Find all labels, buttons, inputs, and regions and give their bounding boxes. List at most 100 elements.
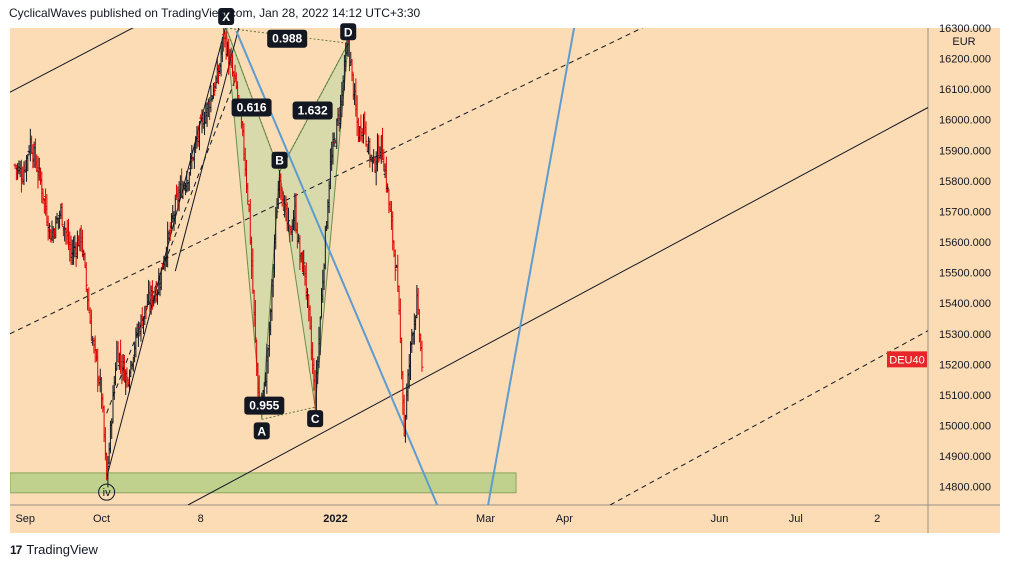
- ohlc-bar: [197, 121, 201, 151]
- ratio-label: 0.988: [267, 29, 308, 48]
- y-tick-label: 16000.000: [939, 115, 991, 127]
- y-tick-label: 15800.000: [939, 176, 991, 188]
- ratio-text: 0.988: [272, 32, 302, 46]
- trendline-4: [106, 76, 237, 414]
- ohlc-bar: [60, 202, 64, 226]
- publish-header: CyclicalWaves published on TradingView.c…: [9, 6, 421, 20]
- x-tick-label: Sep: [15, 513, 35, 525]
- ohlc-bar: [393, 249, 397, 281]
- time-axis-background: [10, 505, 1000, 533]
- y-tick-label: 15300.000: [939, 329, 991, 341]
- trendline-1: [10, 28, 134, 93]
- ohlc-bar: [125, 367, 129, 388]
- ratio-label: 0.955: [244, 396, 285, 415]
- y-tick-label: 15100.000: [939, 390, 991, 402]
- y-tick-label: 16100.000: [939, 84, 991, 96]
- y-tick-label: 15600.000: [939, 237, 991, 249]
- ohlc-bar: [420, 340, 424, 372]
- y-tick-label: 15500.000: [939, 268, 991, 280]
- ohlc-bar: [377, 134, 381, 163]
- symbol-badge-bg: [887, 351, 927, 368]
- ohlc-bar: [173, 195, 177, 225]
- pattern-point-label: A: [257, 424, 266, 438]
- y-tick-label: 15200.000: [939, 359, 991, 371]
- ohlc-bar: [168, 222, 172, 242]
- pattern-point-label: D: [344, 25, 353, 39]
- ohlc-bar: [302, 249, 306, 276]
- ohlc-bar: [47, 222, 51, 239]
- pattern-point-label: C: [311, 412, 320, 426]
- currency-label: EUR: [945, 32, 983, 50]
- y-tick-label: 14900.000: [939, 451, 991, 463]
- ohlc-bar: [253, 299, 257, 343]
- y-tick-label: 15900.000: [939, 145, 991, 157]
- x-tick-label: Oct: [93, 513, 110, 525]
- tradingview-footer[interactable]: 17 TradingView: [10, 542, 98, 557]
- wave-text: iv: [103, 487, 111, 499]
- wave-circle: [98, 483, 116, 501]
- wave-label: iv: [98, 483, 116, 501]
- y-tick-label: 14800.000: [939, 482, 991, 494]
- x-tick-label: 2022: [323, 513, 347, 525]
- ohlc-bar: [185, 170, 189, 193]
- ratio-badge: [231, 98, 272, 117]
- pattern-point-label: B: [275, 154, 284, 168]
- ohlc-bar: [369, 154, 373, 163]
- ratio-label: 1.632: [292, 101, 333, 120]
- plot-background: [10, 28, 928, 505]
- ohlc-bar: [386, 183, 390, 193]
- currency-label-bg: [945, 32, 983, 50]
- pattern-point-badge: [340, 23, 357, 41]
- ratio-badge: [267, 29, 308, 48]
- pattern-point-x: X: [218, 8, 235, 25]
- ohlc-bar: [372, 149, 376, 164]
- ohlc-bar: [213, 82, 217, 96]
- x-tick-label: Jun: [711, 513, 729, 525]
- symbol-badge-text: DEU40: [889, 354, 924, 366]
- ratio-text: 0.955: [249, 399, 279, 413]
- ratio-label: 0.616: [231, 98, 272, 117]
- pattern-point-badge: [253, 422, 270, 440]
- ohlc-bar: [246, 182, 250, 205]
- pattern-point-c: C: [307, 410, 324, 428]
- ohlc-bar: [318, 316, 322, 356]
- ratio-text: 1.632: [298, 104, 328, 118]
- x-tick-label: Mar: [476, 513, 495, 525]
- ratio-text: 0.616: [237, 101, 267, 115]
- x-tick-label: 8: [198, 513, 204, 525]
- ohlc-bar: [227, 38, 231, 75]
- ohlc-bar: [49, 229, 53, 243]
- ratio-badge: [292, 101, 333, 120]
- ohlc-bar: [364, 121, 368, 147]
- trendline-5: [10, 28, 644, 335]
- ohlc-bar: [129, 360, 133, 378]
- trendline-7: [187, 107, 928, 505]
- currency-label-text: EUR: [952, 36, 975, 48]
- ohlc-bar: [332, 132, 336, 147]
- pattern-point-badge: [271, 151, 288, 169]
- price-axis-background: [928, 28, 1000, 505]
- y-tick-label: 15700.000: [939, 206, 991, 218]
- x-tick-label: Jul: [789, 513, 803, 525]
- pattern-point-d: D: [340, 23, 357, 41]
- ohlc-bar: [350, 59, 354, 82]
- x-tick-label: 2: [874, 513, 880, 525]
- trendline-3: [174, 28, 240, 272]
- pattern-point-badge: [218, 8, 235, 25]
- tradingview-logo-icon: 17: [10, 542, 22, 557]
- pattern-point-badge: [307, 410, 324, 428]
- ohlc-bar: [114, 362, 118, 386]
- ohlc-bar: [144, 305, 148, 319]
- ohlc-bar: [217, 64, 221, 85]
- ohlc-bar: [106, 455, 110, 488]
- pattern-ratio-line: [261, 406, 316, 420]
- ohlc-bar: [26, 153, 30, 172]
- y-tick-label: 15400.000: [939, 298, 991, 310]
- ohlc-bar: [279, 173, 283, 200]
- y-tick-label: 15000.000: [939, 421, 991, 433]
- pattern-point-label: X: [222, 10, 230, 24]
- tradingview-brand: TradingView: [26, 542, 98, 557]
- x-tick-label: Apr: [556, 513, 573, 525]
